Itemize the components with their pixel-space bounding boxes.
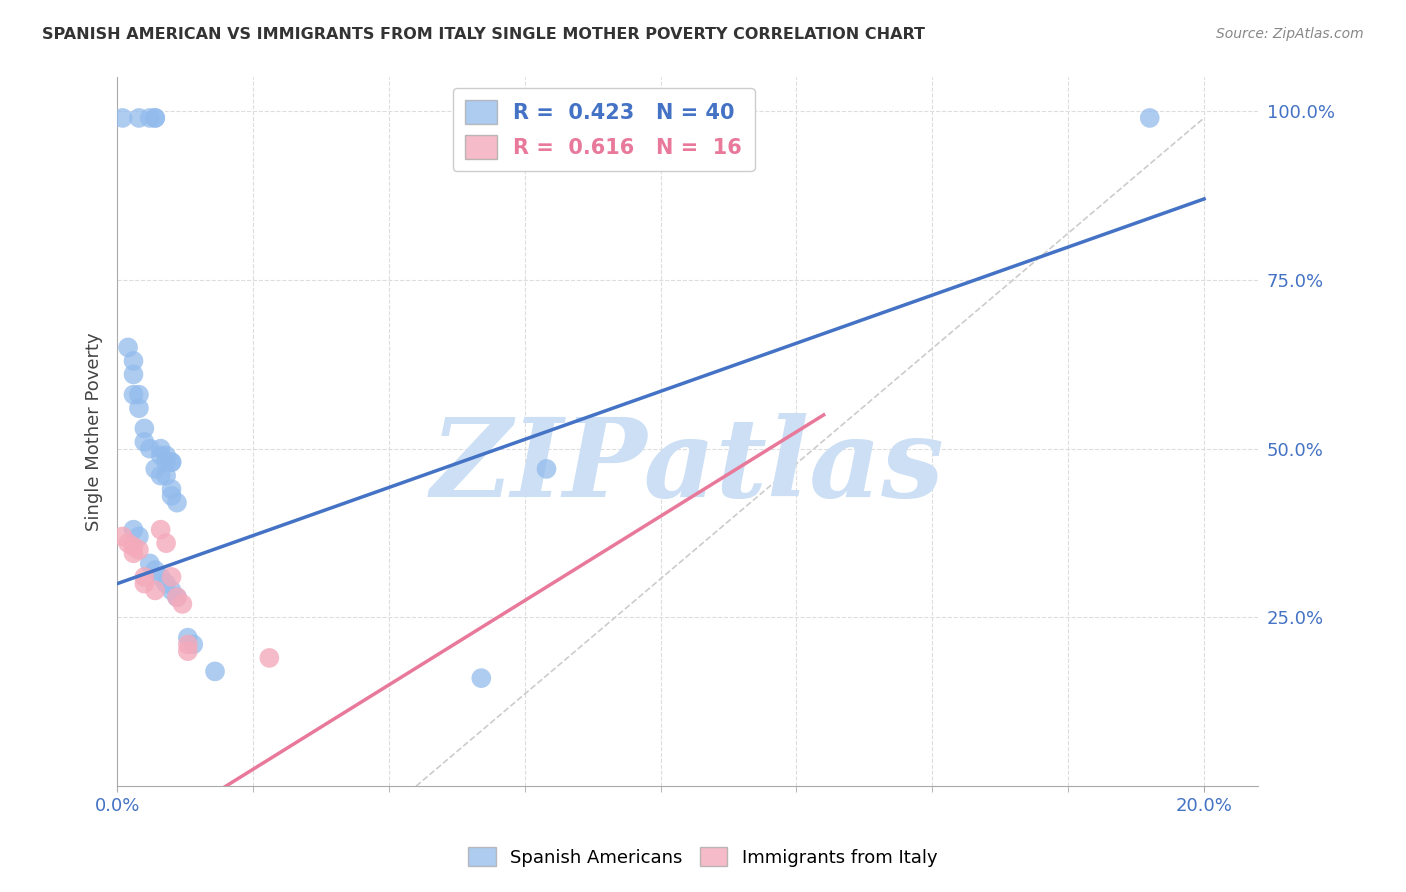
Point [128,111,150,125]
Point [128,387,150,401]
Point [149,449,172,463]
Point [177,631,200,645]
Point [111,529,134,543]
Text: Source: ZipAtlas.com: Source: ZipAtlas.com [1216,27,1364,41]
Point [122,387,145,401]
Point [117,536,139,550]
Point [177,637,200,651]
Legend: Spanish Americans, Immigrants from Italy: Spanish Americans, Immigrants from Italy [461,840,945,874]
Point [122,540,145,554]
Point [160,482,183,496]
Text: SPANISH AMERICAN VS IMMIGRANTS FROM ITALY SINGLE MOTHER POVERTY CORRELATION CHAR: SPANISH AMERICAN VS IMMIGRANTS FROM ITAL… [42,27,925,42]
Point [204,665,226,679]
Point [149,442,172,456]
Point [134,421,156,435]
Point [166,590,188,604]
Point [143,583,166,598]
Point [122,523,145,537]
Point [143,563,166,577]
Point [134,434,156,449]
Point [160,455,183,469]
Point [134,576,156,591]
Point [470,671,492,685]
Point [160,583,183,598]
Point [172,597,194,611]
Point [122,368,145,382]
Point [181,637,204,651]
Point [139,557,162,571]
Point [1139,111,1161,125]
Point [122,354,145,368]
Point [166,496,188,510]
Point [117,340,139,354]
Point [155,468,177,483]
Point [143,111,166,125]
Point [128,401,150,416]
Point [128,542,150,557]
Point [149,468,172,483]
Point [155,576,177,591]
Point [139,442,162,456]
Legend: R =  0.423   N = 40, R =  0.616   N =  16: R = 0.423 N = 40, R = 0.616 N = 16 [453,87,755,171]
Text: ZIPatlas: ZIPatlas [430,414,945,521]
Point [149,523,172,537]
Point [155,455,177,469]
Point [122,546,145,560]
Point [149,570,172,584]
Point [160,570,183,584]
Point [128,529,150,543]
Point [160,455,183,469]
Point [111,111,134,125]
Point [160,489,183,503]
Point [155,449,177,463]
Point [155,536,177,550]
Point [259,651,281,665]
Point [139,111,162,125]
Point [143,462,166,476]
Point [536,462,558,476]
Point [177,644,200,658]
Point [134,570,156,584]
Point [143,111,166,125]
Point [166,590,188,604]
Y-axis label: Single Mother Poverty: Single Mother Poverty [86,333,103,531]
